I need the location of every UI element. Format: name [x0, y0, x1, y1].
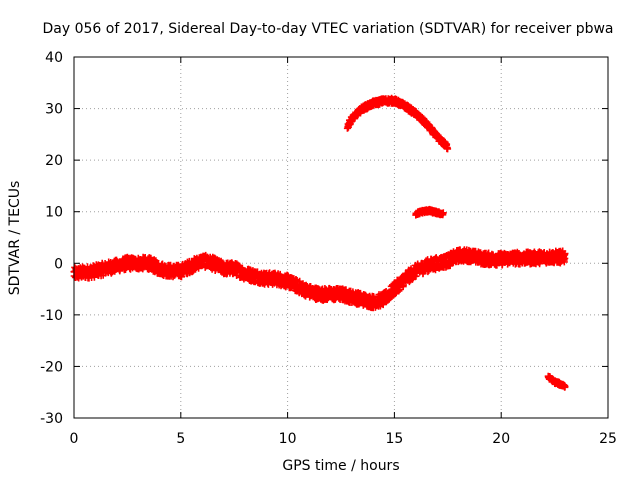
x-axis: 0 5 10 15 20 25 [70, 57, 617, 447]
y-tick-label: 20 [45, 153, 63, 169]
data-point-markers [544, 372, 569, 391]
series-mid-segment [412, 205, 447, 219]
x-tick-label: 15 [385, 431, 403, 447]
y-tick-label: -10 [40, 308, 63, 324]
y-tick-label: 0 [54, 256, 63, 272]
series-main-trace [70, 246, 569, 312]
x-tick-label: 20 [492, 431, 510, 447]
data-point-markers [412, 205, 447, 219]
series-low-segment [544, 372, 569, 391]
y-tick-label: -20 [40, 359, 63, 375]
x-tick-label: 10 [279, 431, 297, 447]
data-points [70, 94, 569, 391]
x-axis-label: GPS time / hours [282, 458, 399, 474]
y-tick-label: 40 [45, 50, 63, 66]
y-tick-label: 30 [45, 102, 63, 118]
y-tick-label: -30 [40, 411, 63, 427]
series-upper-arc [343, 94, 452, 153]
chart-title: Day 056 of 2017, Sidereal Day-to-day VTE… [42, 21, 613, 37]
plot-frame [73, 56, 609, 419]
y-axis-label: SDTVAR / TECUs [7, 181, 23, 296]
y-axis: -30 -20 -10 0 10 20 30 40 [40, 50, 608, 427]
x-tick-label: 0 [70, 431, 79, 447]
x-tick-label: 5 [176, 431, 185, 447]
x-tick-label: 25 [599, 431, 617, 447]
data-point-markers [343, 94, 452, 153]
grid [74, 57, 608, 418]
y-tick-label: 10 [45, 205, 63, 221]
data-point-markers [70, 246, 569, 312]
